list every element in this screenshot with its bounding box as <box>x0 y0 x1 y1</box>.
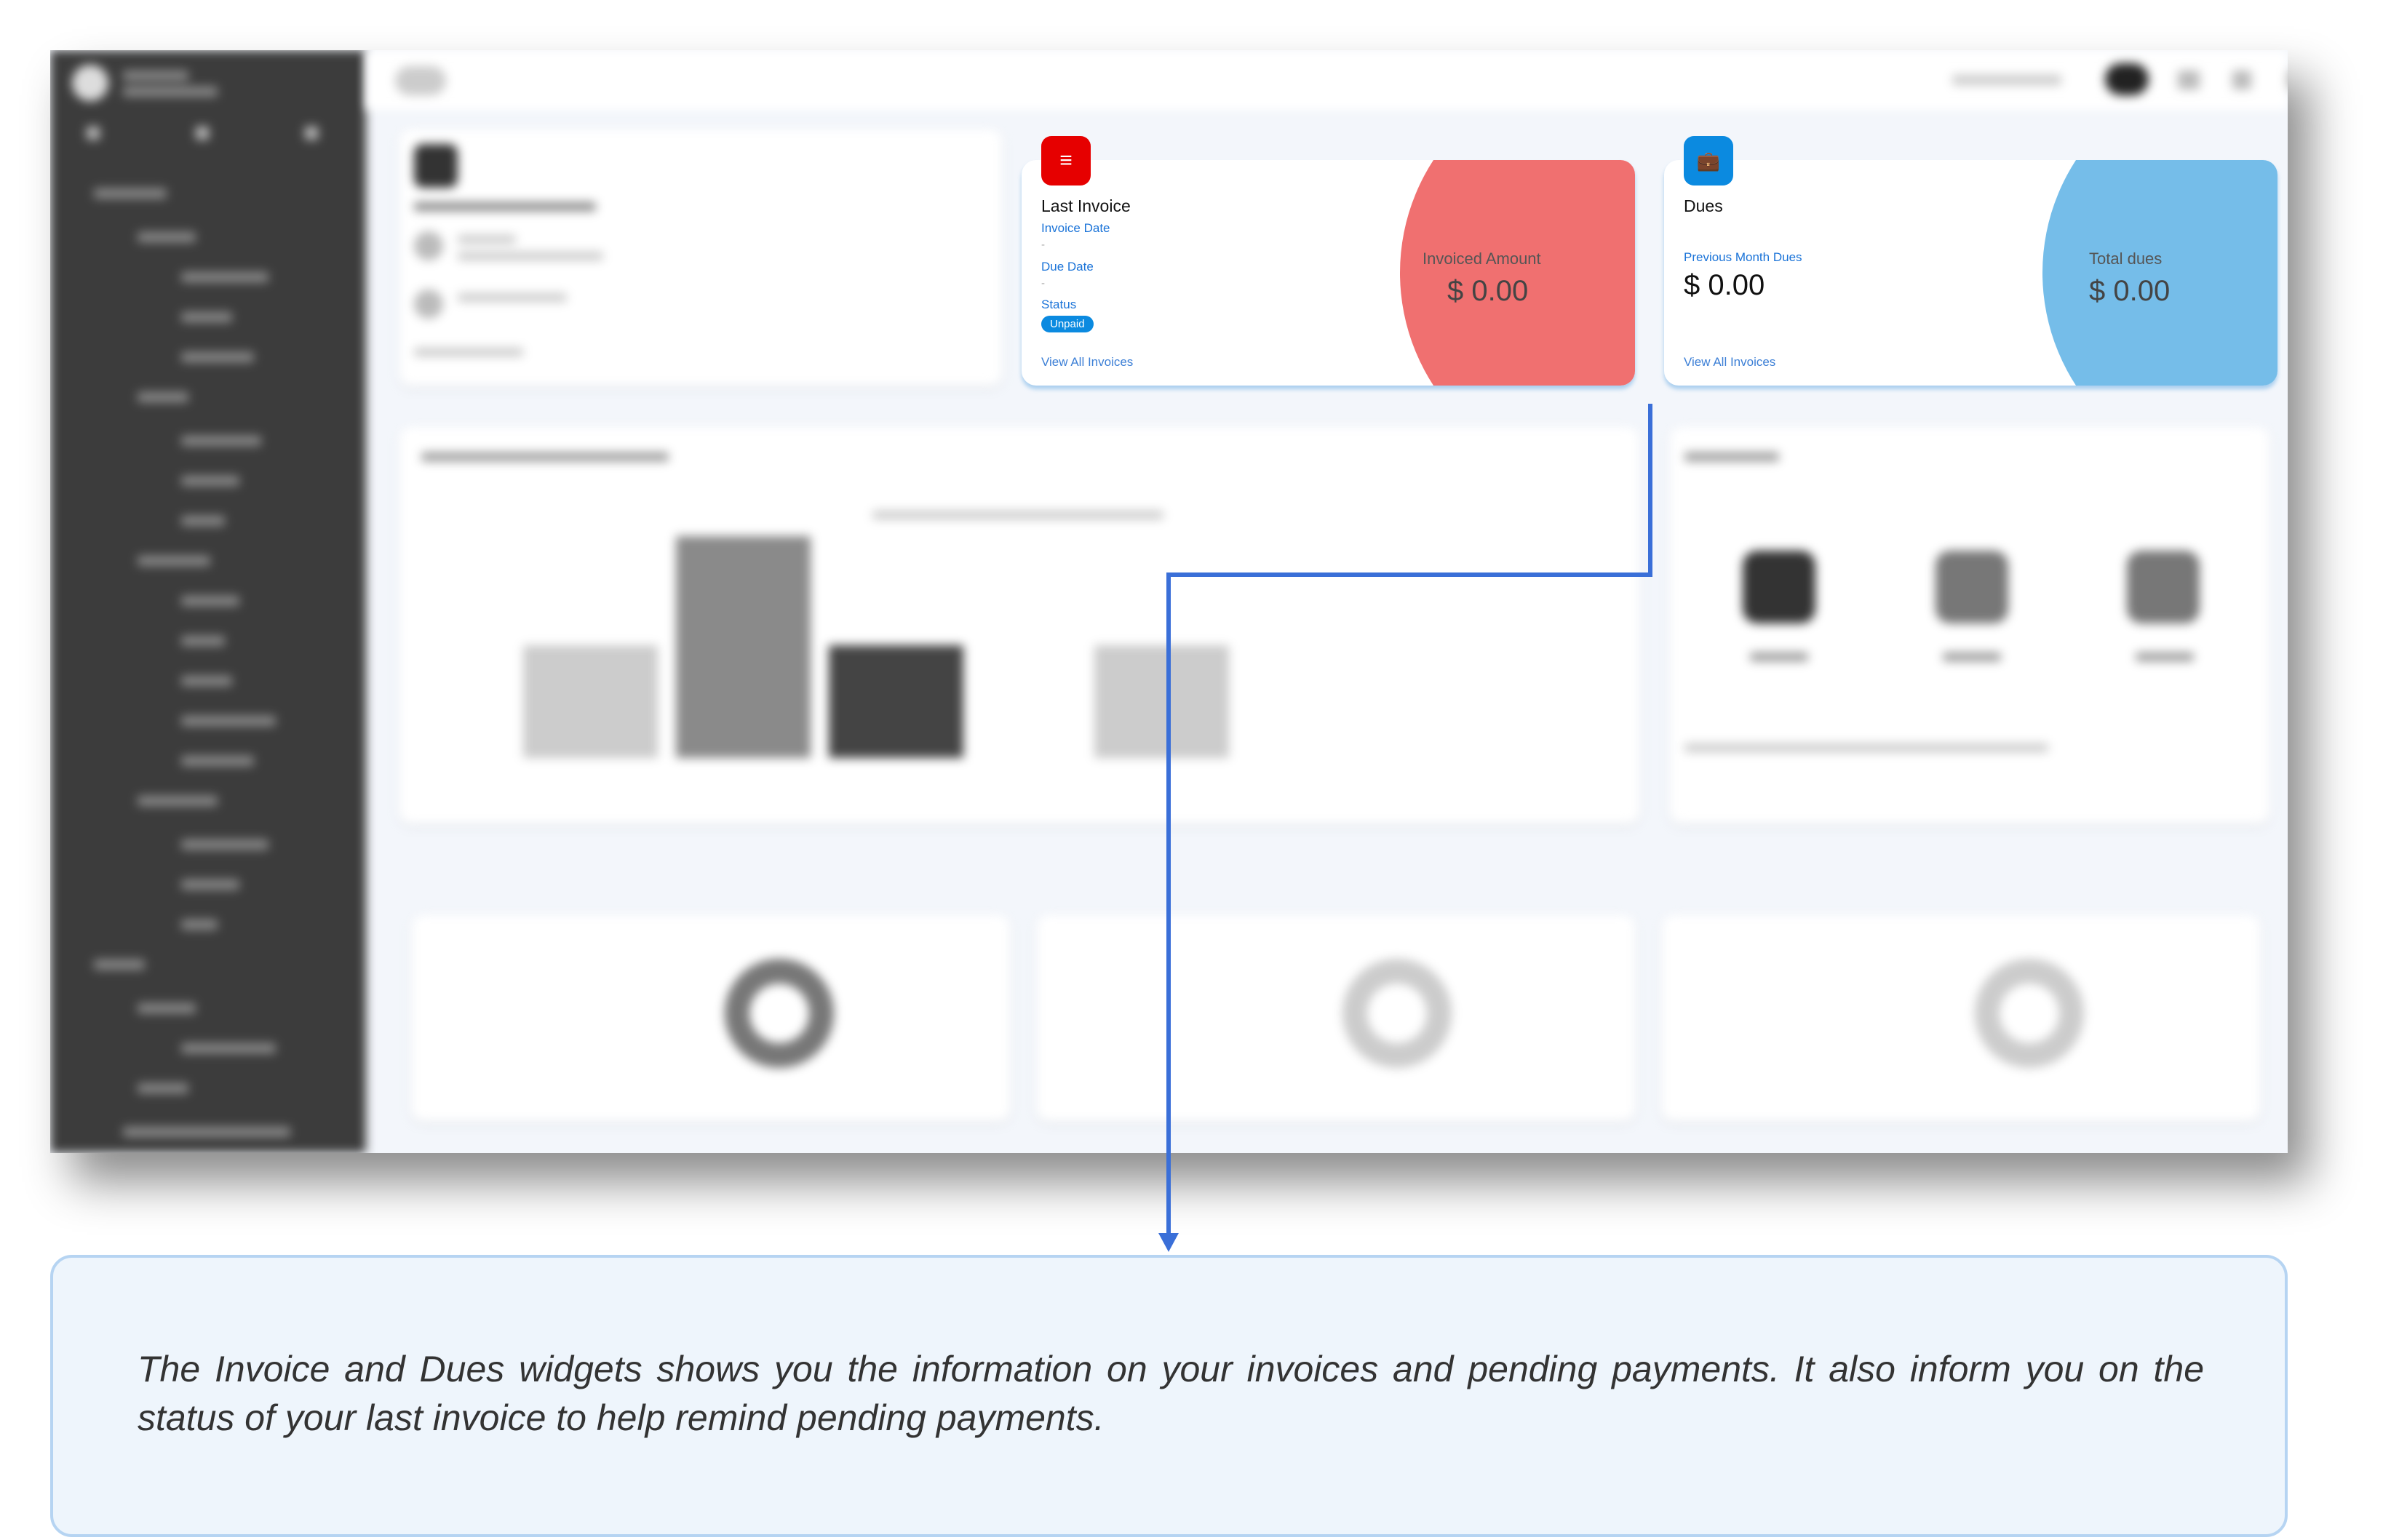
total-dues-value: $ 0.00 <box>2089 275 2171 307</box>
sidebar <box>50 50 366 1153</box>
sidebar-item[interactable] <box>181 516 225 526</box>
sidebar-item[interactable] <box>138 232 196 242</box>
sidebar-item[interactable] <box>138 392 188 402</box>
sidebar-item[interactable] <box>181 352 254 362</box>
view-all-invoices-link[interactable]: View All Invoices <box>1684 355 1776 369</box>
home-icon[interactable] <box>87 127 100 140</box>
sidebar-item[interactable] <box>181 1043 276 1053</box>
connector-line <box>1166 572 1652 577</box>
chart-bar <box>523 645 658 758</box>
wallet-card <box>1670 427 2269 823</box>
chart-bar <box>829 645 963 758</box>
sidebar-item[interactable] <box>181 756 254 766</box>
settings-icon[interactable] <box>2287 71 2288 89</box>
sidebar-footer <box>123 1127 290 1137</box>
theme-toggle[interactable] <box>2105 63 2149 95</box>
previous-month-dues-value: $ 0.00 <box>1684 269 1765 301</box>
connector-line <box>1166 572 1171 1234</box>
invoiced-amount-circle <box>1400 160 1635 386</box>
sidebar-item[interactable] <box>181 716 276 726</box>
sidebar-item[interactable] <box>181 839 268 850</box>
sidebar-item[interactable] <box>181 676 232 686</box>
sidebar-item[interactable] <box>181 596 239 606</box>
gear-icon[interactable] <box>305 127 318 140</box>
sidebar-item[interactable] <box>181 312 232 322</box>
last-invoice-card: Last Invoice Invoice Date - Due Date - S… <box>1022 160 1635 386</box>
sidebar-item[interactable] <box>181 919 218 930</box>
previous-month-dues-label: Previous Month Dues <box>1684 250 1802 264</box>
avatar <box>72 65 108 101</box>
sidebar-item[interactable] <box>138 796 218 806</box>
total-dues-circle <box>2042 160 2277 386</box>
stat-value <box>426 981 445 1056</box>
stat-card <box>412 915 1010 1121</box>
view-all-invoices-link[interactable]: View All Invoices <box>1041 355 1134 369</box>
invoice-date-label: Invoice Date <box>1041 221 1110 235</box>
stat-card <box>1037 915 1635 1121</box>
stat-card <box>1662 915 2260 1121</box>
resource-summary-card <box>399 427 1639 823</box>
topbar <box>366 50 2288 110</box>
sidebar-item[interactable] <box>181 272 268 282</box>
card-title: Last Invoice <box>1041 196 1131 215</box>
sidebar-item[interactable] <box>181 436 261 446</box>
callout-text: The Invoice and Dues widgets shows you t… <box>138 1349 2204 1438</box>
sidebar-item[interactable] <box>138 1083 188 1093</box>
welcome-card <box>399 129 1002 386</box>
notification-icon[interactable] <box>2232 71 2251 89</box>
user-role <box>123 87 218 97</box>
mail-icon[interactable] <box>2178 71 2200 89</box>
chart-bar <box>676 536 811 758</box>
status-label: Status <box>1041 298 1077 311</box>
callout-box: The Invoice and Dues widgets shows you t… <box>50 1255 2288 1537</box>
invoiced-amount-label: Invoiced Amount <box>1423 250 1541 268</box>
due-date-label: Due Date <box>1041 260 1094 274</box>
logo <box>395 66 446 95</box>
sidebar-item[interactable] <box>94 959 145 970</box>
dues-card: Dues Previous Month Dues $ 0.00 View All… <box>1664 160 2277 386</box>
status-badge: Unpaid <box>1041 316 1094 332</box>
sidebar-item[interactable] <box>94 188 167 199</box>
sidebar-item[interactable] <box>138 1003 196 1013</box>
user-name <box>123 71 188 81</box>
invoice-date-value: - <box>1041 239 1045 251</box>
dashboard-screenshot: ≡ Last Invoice Invoice Date - Due Date -… <box>50 50 2288 1153</box>
sidebar-item[interactable] <box>138 556 210 566</box>
card-title: Dues <box>1684 196 1723 215</box>
invoiced-amount-value: $ 0.00 <box>1447 275 1529 307</box>
sidebar-item[interactable] <box>181 636 225 646</box>
connector-line <box>1648 404 1652 577</box>
sidebar-item[interactable] <box>181 476 239 486</box>
chart-bar <box>1094 645 1229 758</box>
location-selector[interactable] <box>1952 75 2061 85</box>
due-date-value: - <box>1041 277 1045 290</box>
sidebar-item[interactable] <box>181 879 239 890</box>
list-icon: ≡ <box>1041 136 1091 185</box>
total-dues-label: Total dues <box>2089 250 2163 268</box>
arrow-head-icon <box>1158 1233 1179 1252</box>
user-icon[interactable] <box>196 127 209 140</box>
briefcase-icon: 💼 <box>1684 136 1733 185</box>
